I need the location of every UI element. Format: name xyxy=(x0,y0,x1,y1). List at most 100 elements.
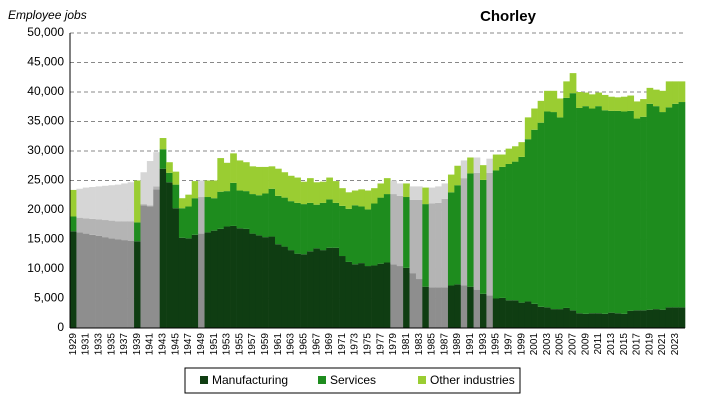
bar-segment xyxy=(377,183,385,198)
x-tick-label: 1993 xyxy=(478,333,489,356)
bar-segment xyxy=(467,173,474,287)
x-tick-label: 1931 xyxy=(81,333,92,356)
bar-segment xyxy=(326,177,333,200)
legend-label: Other industries xyxy=(430,373,515,387)
bar-segment xyxy=(108,185,116,221)
bar-segment xyxy=(383,194,391,263)
bar-segment xyxy=(646,309,654,328)
bar-segment xyxy=(191,198,199,235)
bar-segment xyxy=(531,303,538,328)
x-tick-label: 1961 xyxy=(273,333,284,356)
bar-segment xyxy=(505,148,513,164)
bar-segment xyxy=(300,254,308,328)
bar-segment xyxy=(300,204,308,255)
bar-segment xyxy=(191,234,199,328)
x-tick-label: 1979 xyxy=(388,333,399,356)
bar-segment xyxy=(665,107,673,308)
bar-segment xyxy=(255,166,263,196)
bar-segment xyxy=(537,122,545,307)
bar-segment xyxy=(633,118,641,311)
bar-segment xyxy=(185,206,193,239)
bar-segment xyxy=(646,103,654,310)
bar-segment xyxy=(390,180,398,195)
bar-segment xyxy=(82,218,90,234)
x-tick-label: 1953 xyxy=(222,333,233,356)
bar-segment xyxy=(185,194,193,207)
bar-segment xyxy=(620,111,628,314)
x-tick-label: 1989 xyxy=(452,333,463,356)
bar-segment xyxy=(198,180,205,198)
bar-segment xyxy=(249,166,257,195)
bar-segment xyxy=(102,185,109,221)
y-tick-label: 10,000 xyxy=(27,261,64,275)
bar-segment xyxy=(236,160,244,191)
x-tick-label: 1995 xyxy=(491,333,502,356)
bar-segment xyxy=(153,189,160,328)
bar-segment xyxy=(364,209,372,267)
bar-segment xyxy=(127,182,135,222)
bar-segment xyxy=(339,256,346,328)
bar-segment xyxy=(473,157,481,173)
bar-segment xyxy=(134,222,141,242)
bar-segment xyxy=(409,199,417,274)
bar-segment xyxy=(601,94,609,111)
bar-segment xyxy=(422,187,430,205)
bar-segment xyxy=(178,198,186,209)
bar-segment xyxy=(422,286,430,328)
bar-segment xyxy=(556,309,564,328)
bar-segment xyxy=(383,262,391,328)
chart-title: Chorley xyxy=(480,8,537,25)
bar-segment xyxy=(76,217,84,233)
bar-segment xyxy=(403,197,410,268)
x-tick-label: 1983 xyxy=(414,333,425,356)
x-tick-label: 2001 xyxy=(529,333,540,356)
bar-segment xyxy=(275,168,282,196)
bar-segment xyxy=(447,285,455,328)
bar-segment xyxy=(146,206,154,328)
bar-segment xyxy=(223,162,231,192)
bar-segment xyxy=(652,106,660,310)
bar-segment xyxy=(230,153,237,183)
bar-segment xyxy=(512,300,519,328)
x-tick-label: 2013 xyxy=(606,333,617,356)
bar-segment xyxy=(467,286,474,328)
bar-segment xyxy=(550,309,558,328)
bar-segment xyxy=(236,228,244,328)
bar-segment xyxy=(435,287,442,328)
bar-segment xyxy=(486,158,494,173)
bar-segment xyxy=(275,195,282,245)
y-tick-label: 50,000 xyxy=(27,25,64,39)
bar-segment xyxy=(595,92,603,107)
bar-segment xyxy=(614,110,622,314)
bar-segment xyxy=(499,166,506,298)
bar-segment xyxy=(159,149,167,169)
bar-segment xyxy=(364,190,372,210)
bar-segment xyxy=(582,313,590,328)
bar-segment xyxy=(640,116,647,311)
bar-segment xyxy=(646,87,654,104)
bar-segment xyxy=(121,240,128,328)
bar-segment xyxy=(114,221,122,240)
y-axis-label: Employee jobs xyxy=(8,8,87,22)
x-tick-label: 1969 xyxy=(324,333,335,356)
bar-segment xyxy=(198,197,205,234)
bar-segment xyxy=(294,253,301,328)
y-tick-label: 35,000 xyxy=(27,114,64,128)
bar-segment xyxy=(422,204,430,287)
bar-segment xyxy=(499,154,506,167)
bar-segment xyxy=(652,309,660,328)
bar-segment xyxy=(159,168,167,328)
bar-segment xyxy=(601,313,609,328)
bar-segment xyxy=(403,267,410,328)
bar-segment xyxy=(134,241,141,328)
bar-segment xyxy=(281,172,289,198)
bar-segment xyxy=(678,307,686,328)
bar-segment xyxy=(121,183,128,222)
x-tick-label: 1997 xyxy=(503,333,514,356)
bar-segment xyxy=(89,234,96,328)
bar-segment xyxy=(210,230,218,328)
x-tick-label: 1975 xyxy=(363,333,374,356)
y-tick-label: 5,000 xyxy=(34,291,64,305)
bar-segment xyxy=(576,107,583,314)
bar-segment xyxy=(307,178,314,203)
